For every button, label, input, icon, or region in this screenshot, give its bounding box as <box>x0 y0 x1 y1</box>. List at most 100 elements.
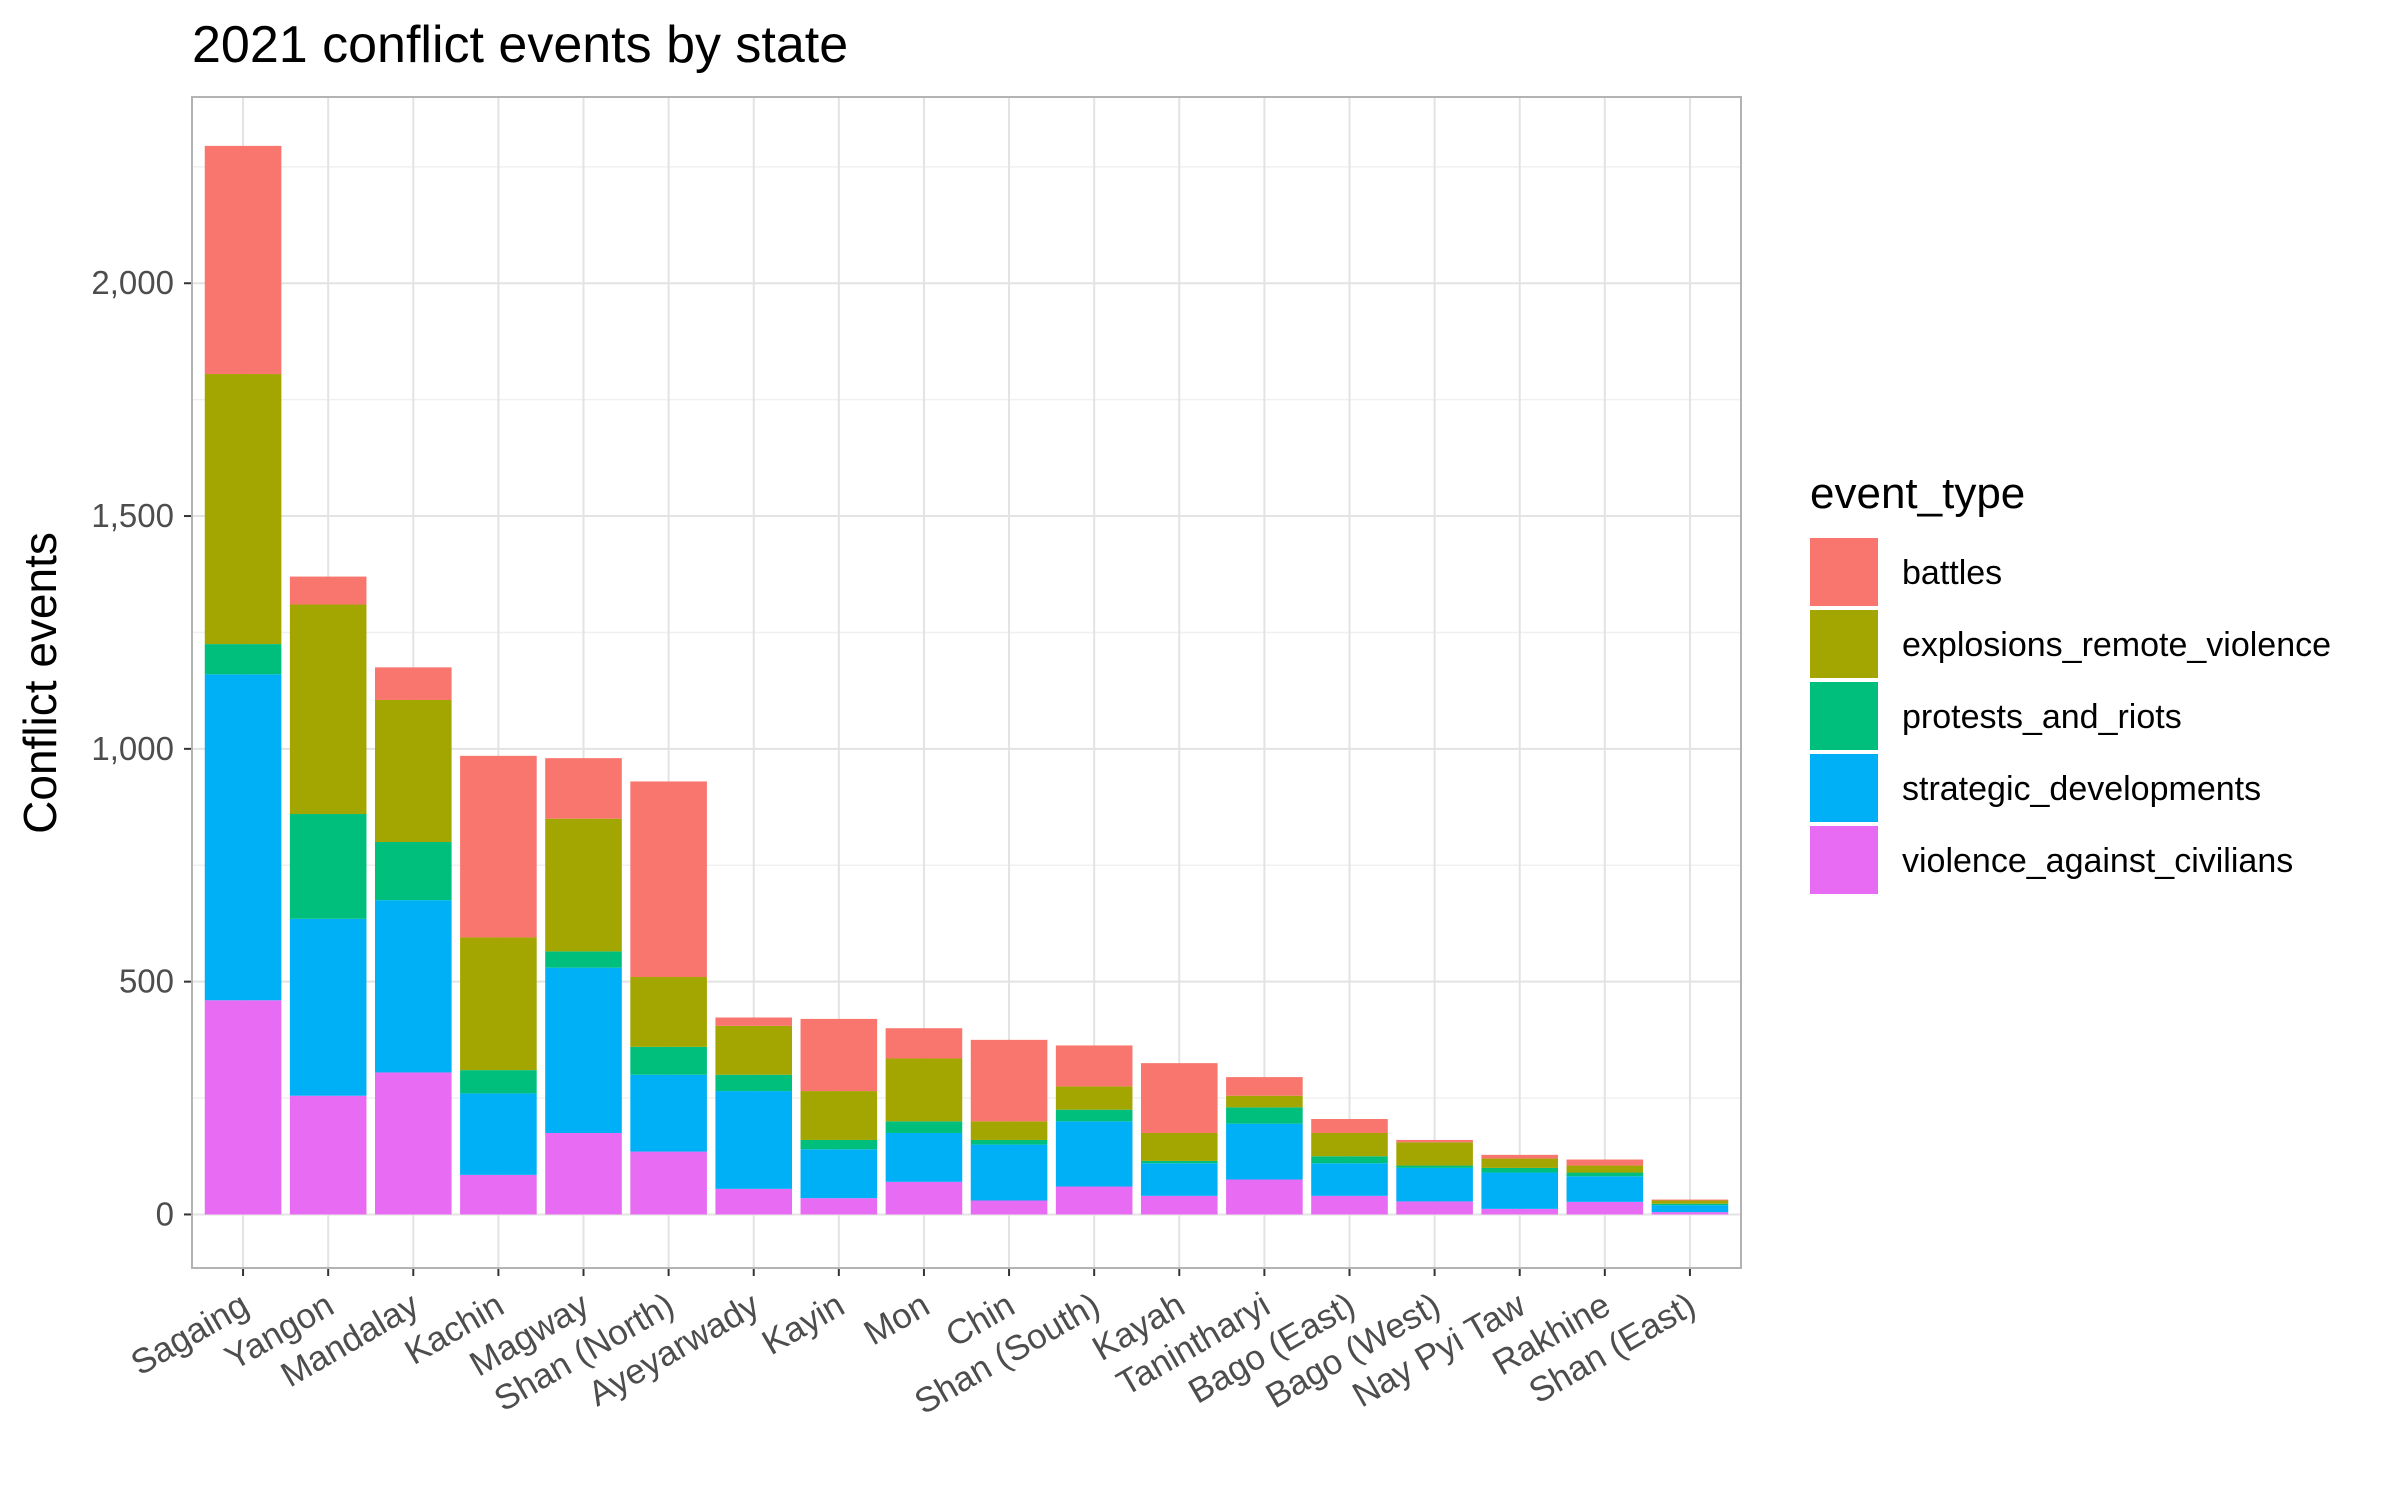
bar-protests_and_riots <box>460 1070 537 1094</box>
bar-battles <box>1140 1063 1218 1133</box>
bar-protests_and_riots <box>1311 1156 1388 1164</box>
bar-battles <box>630 781 707 977</box>
chart-title: 2021 conflict events by state <box>192 16 848 74</box>
bar-strategic_developments <box>1311 1163 1388 1196</box>
bar-violence_against_civilians <box>545 1132 622 1215</box>
legend-label-protests_and_riots: protests_and_riots <box>1902 698 2182 736</box>
bar-strategic_developments <box>800 1149 878 1199</box>
bar-protests_and_riots <box>374 841 452 901</box>
legend-key-violence_against_civilians <box>1810 826 1878 894</box>
bar-violence_against_civilians <box>1140 1195 1218 1215</box>
bar-protests_and_riots <box>630 1046 707 1075</box>
bar-strategic_developments <box>1651 1205 1729 1213</box>
bar-protests_and_riots <box>1055 1109 1133 1122</box>
bar-battles <box>545 758 622 819</box>
bar-violence_against_civilians <box>1055 1186 1133 1215</box>
bar-battles <box>289 576 367 605</box>
bar-battles <box>970 1039 1048 1122</box>
bar-battles <box>1396 1139 1473 1143</box>
bar-battles <box>1311 1119 1388 1133</box>
bar-battles <box>715 1017 793 1026</box>
bar-strategic_developments <box>885 1132 963 1182</box>
legend-label-violence_against_civilians: violence_against_civilians <box>1902 842 2293 880</box>
bar-explosions_remote_violence <box>970 1121 1048 1140</box>
bar-protests_and_riots <box>1651 1203 1729 1206</box>
bar-battles <box>1651 1199 1729 1201</box>
bar-strategic_developments <box>1481 1172 1559 1209</box>
legend-key-explosions_remote_violence <box>1810 610 1878 678</box>
bar-explosions_remote_violence <box>1396 1142 1473 1166</box>
bar-battles <box>374 667 452 700</box>
bar-protests_and_riots <box>800 1139 878 1150</box>
bar-strategic_developments <box>545 967 622 1133</box>
bar-protests_and_riots <box>1566 1172 1644 1177</box>
bar-protests_and_riots <box>545 951 622 968</box>
y-tick-label: 2,000 <box>91 264 174 301</box>
bar-explosions_remote_violence <box>460 937 537 1071</box>
bar-violence_against_civilians <box>630 1151 707 1215</box>
bar-explosions_remote_violence <box>1226 1095 1303 1108</box>
bar-strategic_developments <box>1055 1121 1133 1187</box>
legend-title: event_type <box>1810 469 2025 518</box>
bar-violence_against_civilians <box>1396 1201 1473 1215</box>
bar-explosions_remote_violence <box>1140 1132 1218 1161</box>
bar-strategic_developments <box>715 1091 793 1189</box>
bar-explosions_remote_violence <box>885 1058 963 1122</box>
bar-strategic_developments <box>460 1093 537 1175</box>
bar-strategic_developments <box>204 674 282 1001</box>
bar-explosions_remote_violence <box>204 374 282 645</box>
legend: event_type battles explosions_remote_viol… <box>1810 469 2331 894</box>
y-tick-label: 0 <box>156 1195 174 1232</box>
legend-label-strategic_developments: strategic_developments <box>1902 770 2261 808</box>
bar-explosions_remote_violence <box>1055 1086 1133 1110</box>
bar-violence_against_civilians <box>460 1174 537 1215</box>
bar-strategic_developments <box>1140 1163 1218 1196</box>
bar-strategic_developments <box>630 1074 707 1152</box>
bar-protests_and_riots <box>1481 1167 1559 1173</box>
legend-key-protests_and_riots <box>1810 682 1878 750</box>
legend-label-battles: battles <box>1902 554 2002 592</box>
legend-key-battles <box>1810 538 1878 606</box>
bar-battles <box>460 755 537 938</box>
bar-explosions_remote_violence <box>630 976 707 1047</box>
y-tick-label: 1,500 <box>91 497 174 534</box>
bar-violence_against_civilians <box>1651 1212 1729 1215</box>
bar-violence_against_civilians <box>885 1181 963 1215</box>
legend-label-explosions_remote_violence: explosions_remote_violence <box>1902 626 2331 664</box>
bar-strategic_developments <box>970 1144 1048 1201</box>
bar-battles <box>1055 1045 1133 1087</box>
bar-violence_against_civilians <box>374 1072 452 1215</box>
bar-protests_and_riots <box>1140 1160 1218 1164</box>
bar-protests_and_riots <box>289 814 367 919</box>
bar-violence_against_civilians <box>800 1198 878 1215</box>
bar-explosions_remote_violence <box>800 1091 878 1140</box>
bar-protests_and_riots <box>885 1121 963 1133</box>
bar-explosions_remote_violence <box>715 1025 793 1075</box>
bar-strategic_developments <box>374 900 452 1073</box>
bar-protests_and_riots <box>970 1139 1048 1145</box>
x-tick-label: Mon <box>857 1285 935 1353</box>
bar-violence_against_civilians <box>289 1095 367 1215</box>
bar-violence_against_civilians <box>1311 1195 1388 1215</box>
y-axis-label: Conflict events <box>14 532 66 834</box>
bar-explosions_remote_violence <box>1481 1158 1559 1168</box>
bar-battles <box>800 1018 878 1092</box>
bar-explosions_remote_violence <box>1651 1200 1729 1204</box>
bar-protests_and_riots <box>204 644 282 675</box>
legend-key-strategic_developments <box>1810 754 1878 822</box>
bar-violence_against_civilians <box>1481 1208 1559 1215</box>
y-axis: 0 500 1,000 1,500 2,000 <box>91 264 192 1232</box>
plot-border <box>191 96 1742 1269</box>
bar-strategic_developments <box>1226 1123 1303 1180</box>
bar-battles <box>1481 1154 1559 1159</box>
bar-violence_against_civilians <box>970 1200 1048 1215</box>
x-tick-label: Kayin <box>756 1285 851 1363</box>
bar-explosions_remote_violence <box>1311 1132 1388 1157</box>
bar-strategic_developments <box>289 918 367 1096</box>
bar-explosions_remote_violence <box>545 818 622 952</box>
bar-violence_against_civilians <box>715 1188 793 1215</box>
bar-explosions_remote_violence <box>289 604 367 815</box>
